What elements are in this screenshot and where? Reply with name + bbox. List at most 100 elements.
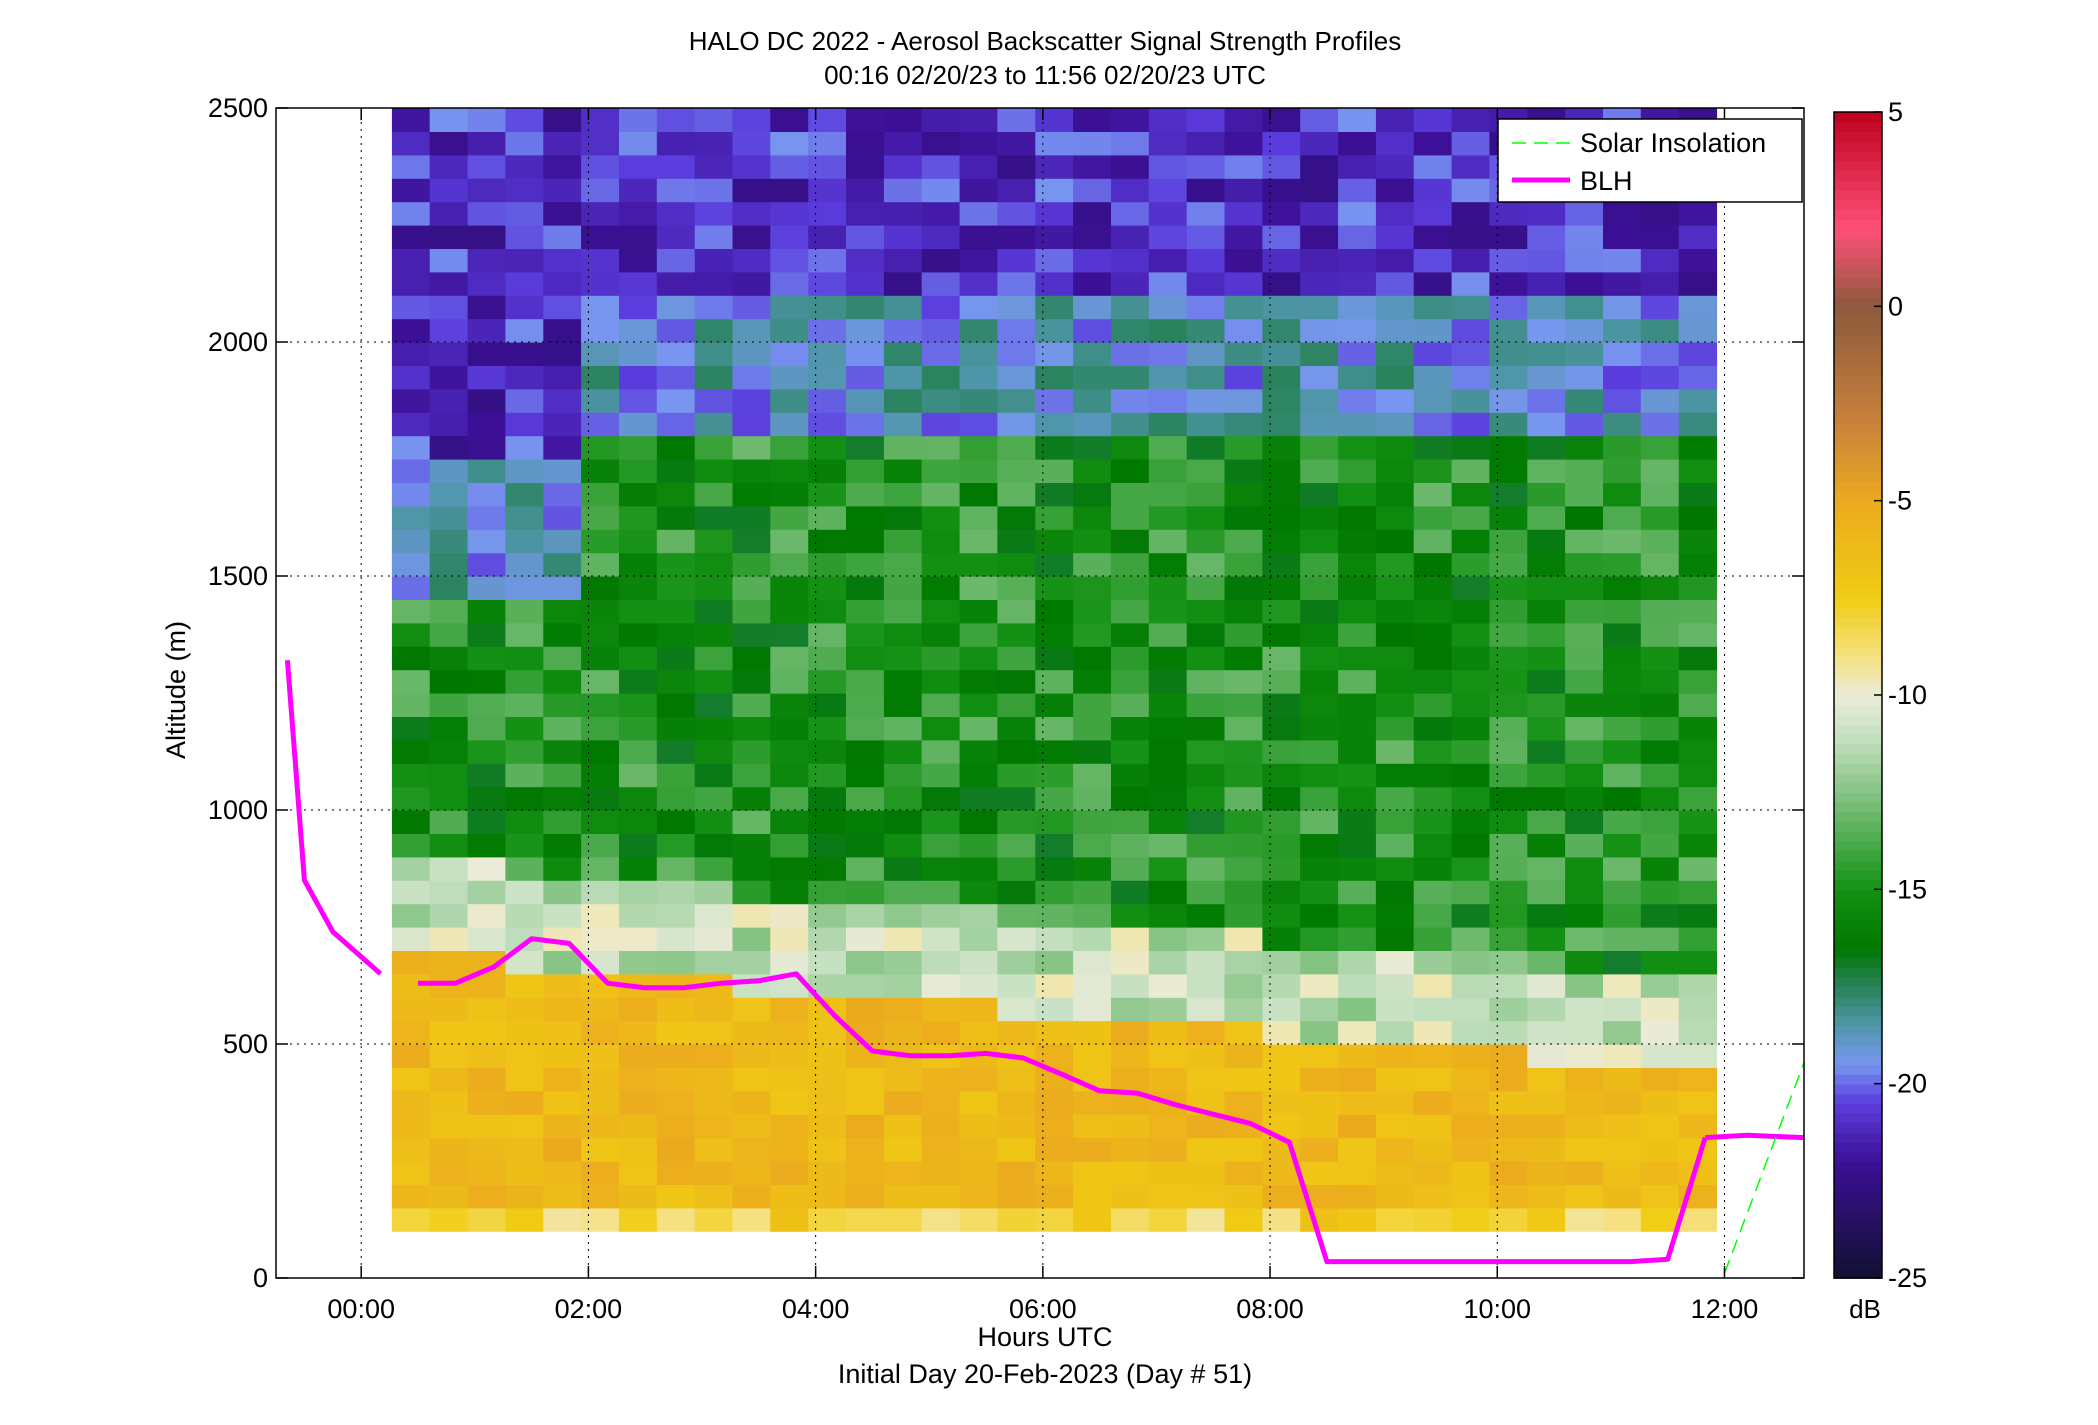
heatmap-cell	[1111, 810, 1150, 834]
heatmap-cell	[1413, 1184, 1453, 1209]
heatmap-cell	[543, 131, 582, 156]
heatmap-cell	[1375, 529, 1415, 554]
heatmap-cell	[1451, 622, 1490, 647]
heatmap-cell	[959, 997, 998, 1022]
heatmap-cell	[1111, 973, 1150, 998]
heatmap-cell	[1300, 950, 1339, 975]
heatmap-cell	[1073, 248, 1112, 273]
heatmap-cell	[883, 997, 923, 1022]
heatmap-cell	[467, 856, 506, 881]
heatmap-cell	[1224, 435, 1263, 460]
heatmap-cell	[1148, 739, 1188, 764]
heatmap-cell	[1603, 295, 1642, 320]
heatmap-cell	[581, 576, 620, 600]
heatmap-cell	[1186, 201, 1226, 226]
heatmap-cell	[429, 154, 469, 179]
colorbar-swatch	[1834, 889, 1882, 900]
heatmap-cell	[656, 271, 696, 296]
heatmap-cell	[1640, 739, 1680, 764]
heatmap-cell	[1527, 810, 1566, 834]
colorbar-swatch	[1834, 1035, 1882, 1046]
heatmap-cell	[770, 459, 809, 483]
heatmap-cell	[1262, 646, 1301, 671]
heatmap-cell	[1451, 856, 1490, 881]
heatmap-cell	[1073, 412, 1112, 437]
heatmap-cell	[1640, 1184, 1680, 1209]
heatmap-cell	[1565, 1090, 1604, 1115]
heatmap-cell	[997, 435, 1036, 460]
heatmap-cell	[770, 1044, 809, 1068]
heatmap-cell	[846, 201, 885, 226]
heatmap-cell	[1111, 529, 1150, 554]
heatmap-cell	[732, 552, 771, 577]
heatmap-cell	[959, 388, 998, 413]
heatmap-cell	[1451, 154, 1490, 179]
heatmap-cell	[1565, 1044, 1604, 1068]
heatmap-cell	[619, 950, 658, 975]
heatmap-cell	[1413, 201, 1453, 226]
heatmap-cell	[808, 716, 847, 741]
heatmap-cell	[921, 225, 961, 249]
heatmap-cell	[581, 342, 620, 366]
heatmap-cell	[1527, 599, 1566, 624]
heatmap-cell	[1035, 482, 1074, 507]
heatmap-cell	[1148, 786, 1188, 811]
heatmap-cell	[846, 763, 885, 788]
heatmap-cell	[581, 552, 620, 577]
heatmap-cell	[770, 365, 809, 390]
heatmap-cell	[656, 1207, 696, 1232]
heatmap-cell	[997, 576, 1036, 600]
heatmap-cell	[921, 412, 961, 437]
heatmap-cell	[808, 318, 847, 343]
heatmap-cell	[1565, 833, 1604, 858]
heatmap-cell	[808, 599, 847, 624]
heatmap-cell	[619, 576, 658, 600]
heatmap-cell	[694, 435, 734, 460]
heatmap-cell	[505, 1067, 544, 1092]
heatmap-cell	[1186, 435, 1226, 460]
heatmap-cell	[467, 1184, 506, 1209]
heatmap-cell	[1375, 786, 1415, 811]
heatmap-cell	[1073, 225, 1112, 249]
colorbar-swatch	[1834, 452, 1882, 463]
heatmap-cell	[619, 763, 658, 788]
heatmap-cell	[1035, 505, 1074, 530]
heatmap-cell	[1413, 1114, 1453, 1139]
heatmap-cell	[959, 880, 998, 905]
x-tick-label: 04:00	[782, 1294, 850, 1324]
heatmap-cell	[619, 271, 658, 296]
heatmap-cell	[1262, 529, 1301, 554]
heatmap-cell	[1186, 154, 1226, 179]
heatmap-cell	[921, 365, 961, 390]
heatmap-cell	[1603, 505, 1642, 530]
heatmap-cell	[1527, 622, 1566, 647]
heatmap-cell	[391, 599, 431, 624]
heatmap-cell	[1186, 693, 1226, 717]
heatmap-cell	[921, 529, 961, 554]
heatmap-cell	[1678, 880, 1718, 905]
heatmap-cell	[1186, 576, 1226, 600]
heatmap-cell	[1035, 763, 1074, 788]
heatmap-cell	[656, 529, 696, 554]
heatmap-cell	[959, 225, 998, 249]
heatmap-cell	[846, 1114, 885, 1139]
heatmap-cell	[391, 716, 431, 741]
heatmap-cell	[1451, 973, 1490, 998]
heatmap-cell	[1413, 880, 1453, 905]
colorbar-tick-label: 5	[1888, 97, 1903, 127]
heatmap-cell	[694, 1067, 734, 1092]
heatmap-cell	[467, 131, 506, 156]
heatmap-cell	[1413, 342, 1453, 366]
heatmap-cell	[1338, 248, 1377, 273]
heatmap-cell	[1678, 318, 1718, 343]
heatmap-cell	[1262, 810, 1301, 834]
heatmap-cell	[1186, 622, 1226, 647]
heatmap-cell	[808, 412, 847, 437]
heatmap-cell	[391, 1020, 431, 1045]
heatmap-cell	[959, 1161, 998, 1185]
heatmap-cell	[1451, 365, 1490, 390]
heatmap-cell	[1262, 435, 1301, 460]
heatmap-cell	[732, 505, 771, 530]
heatmap-cell	[1640, 295, 1680, 320]
heatmap-cell	[883, 903, 923, 928]
